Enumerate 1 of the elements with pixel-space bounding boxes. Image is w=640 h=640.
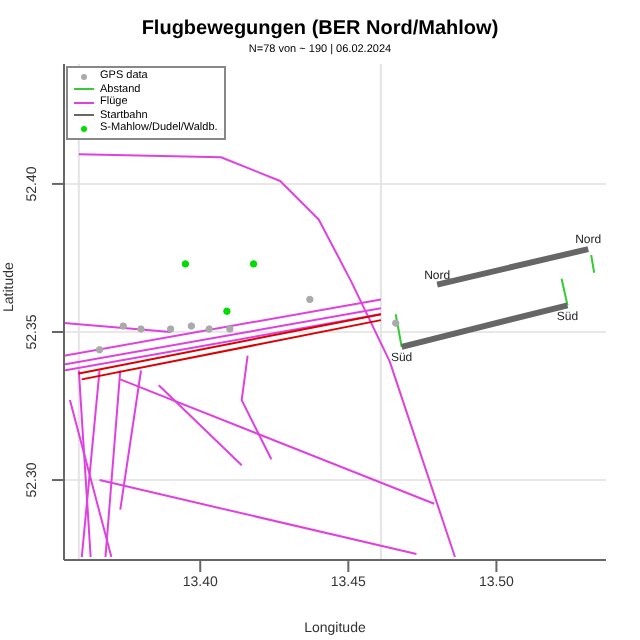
chart-title: Flugbewegungen (BER Nord/Mahlow) (139, 18, 501, 40)
